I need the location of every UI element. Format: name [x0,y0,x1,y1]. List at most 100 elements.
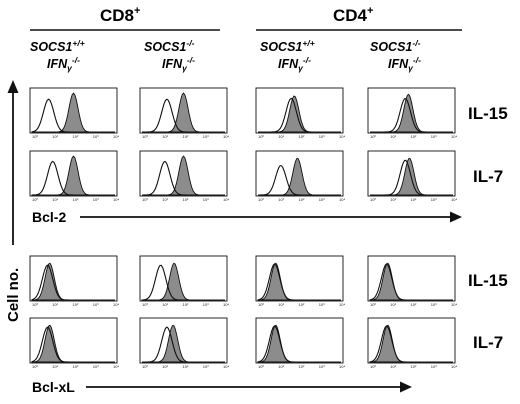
tick-label: 10² [299,197,305,202]
open-histogram [31,98,115,133]
histogram-panel: 10⁰ 10¹ 10² 10³ 10⁴ [139,87,229,139]
tick-label: 10¹ [52,302,58,307]
tick-label: 10¹ [278,364,284,369]
bclxl-axis-label: Bcl-xL [32,379,75,395]
row-label-il15-bottom: IL-15 [468,271,508,290]
tick-label: 10³ [431,134,437,139]
genotype-label-col4: SOCS1-/- IFNγ-/- [370,38,421,73]
tick-label: 10⁴ [113,302,119,307]
cell-number-arrow-head [7,80,19,93]
tick-label: 10⁴ [113,197,119,202]
tick-label: 10³ [431,197,437,202]
tick-label: 10¹ [52,197,58,202]
tick-label: 10⁰ [32,364,38,369]
tick-label: 10¹ [278,134,284,139]
tick-label: 10³ [93,197,99,202]
open-histogram [141,161,225,196]
histogram-panel: 10⁰ 10¹ 10² 10³ 10⁴ [139,150,229,202]
tick-label: 10² [299,364,305,369]
tick-label: 10⁴ [451,197,457,202]
tick-label: 10¹ [278,197,284,202]
tick-label: 10⁰ [32,302,38,307]
svg-text:SOCS1+/+: SOCS1+/+ [260,38,315,54]
tick-label: 10¹ [162,364,168,369]
tick-label: 10⁰ [142,134,148,139]
row-label-il7-bottom: IL-7 [473,333,503,352]
tick-label: 10³ [319,197,325,202]
tick-label: 10⁴ [339,134,345,139]
open-histogram [369,325,453,363]
tick-label: 10⁰ [142,364,148,369]
histogram-panel: 10⁰ 10¹ 10² 10³ 10⁴ [255,87,345,139]
histogram-panel: 10⁰ 10¹ 10² 10³ 10⁴ [29,255,119,307]
tick-label: 10¹ [278,302,284,307]
histogram-panel: 10⁰ 10¹ 10² 10³ 10⁴ [29,317,119,369]
tick-label: 10¹ [162,302,168,307]
tick-label: 10¹ [390,364,396,369]
open-histogram [142,98,225,133]
tick-label: 10² [411,197,417,202]
tick-label: 10⁴ [451,302,457,307]
tick-label: 10⁰ [142,302,148,307]
tick-label: 10¹ [162,134,168,139]
tick-label: 10³ [93,134,99,139]
tick-label: 10³ [319,364,325,369]
tick-label: 10² [73,197,79,202]
cd4-header: CD4+ [333,5,373,25]
histogram-panel: 10⁰ 10¹ 10² 10³ 10⁴ [367,150,457,202]
cell-number-axis-label: Cell no. [5,268,22,322]
tick-label: 10³ [203,302,209,307]
tick-label: 10² [411,364,417,369]
open-histogram [141,264,225,301]
tick-label: 10² [183,364,189,369]
tick-label: 10³ [93,364,99,369]
tick-label: 10² [73,134,79,139]
histogram-panel: 10⁰ 10¹ 10² 10³ 10⁴ [367,87,457,139]
tick-label: 10³ [431,302,437,307]
open-histogram [258,97,341,133]
tick-label: 10¹ [162,197,168,202]
tick-label: 10³ [203,197,209,202]
tick-label: 10⁴ [339,197,345,202]
genotype-label-col3: SOCS1+/+ IFNγ-/- [260,38,315,73]
tick-label: 10⁴ [451,134,457,139]
svg-text:IFNγ-/-: IFNγ-/- [162,55,195,73]
tick-label: 10⁰ [370,302,376,307]
open-histogram [257,325,341,363]
bcl2-axis-label: Bcl-2 [32,209,66,225]
tick-label: 10² [411,134,417,139]
tick-label: 10³ [203,134,209,139]
open-histogram [257,263,341,301]
tick-label: 10³ [319,302,325,307]
panel-frame [139,317,228,364]
tick-label: 10² [183,197,189,202]
tick-label: 10⁴ [223,302,229,307]
open-histogram [369,263,453,301]
cd8-header: CD8+ [100,5,140,25]
open-histogram [142,326,225,363]
genotype-label-col2: SOCS1-/- IFNγ-/- [144,38,195,73]
tick-label: 10¹ [390,302,396,307]
tick-label: 10³ [431,364,437,369]
bcl2-arrow-head [450,211,462,223]
tick-label: 10¹ [390,197,396,202]
open-histogram [31,160,115,196]
tick-label: 10⁴ [451,364,457,369]
open-histogram [31,264,115,301]
histogram-panel: 10⁰ 10¹ 10² 10³ 10⁴ [29,87,119,139]
tick-label: 10⁰ [32,197,38,202]
tick-label: 10² [73,364,79,369]
svg-text:SOCS1-/-: SOCS1-/- [144,38,195,54]
tick-label: 10² [411,302,417,307]
tick-label: 10⁰ [258,364,264,369]
histogram-panel: 10⁰ 10¹ 10² 10³ 10⁴ [367,255,457,307]
tick-label: 10⁴ [113,364,119,369]
tick-label: 10⁰ [258,134,264,139]
tick-label: 10³ [319,134,325,139]
tick-label: 10⁰ [370,197,376,202]
histogram-panels: 10⁰ 10¹ 10² 10³ 10⁴ 10⁰ 10¹ 10² 10³ 10⁴ 10⁰ 10¹ 10² 1… [29,87,457,369]
histogram-panel: 10⁰ 10¹ 10² 10³ 10⁴ [29,150,119,202]
tick-label: 10¹ [390,134,396,139]
histogram-panel: 10⁰ 10¹ 10² 10³ 10⁴ [139,255,229,307]
